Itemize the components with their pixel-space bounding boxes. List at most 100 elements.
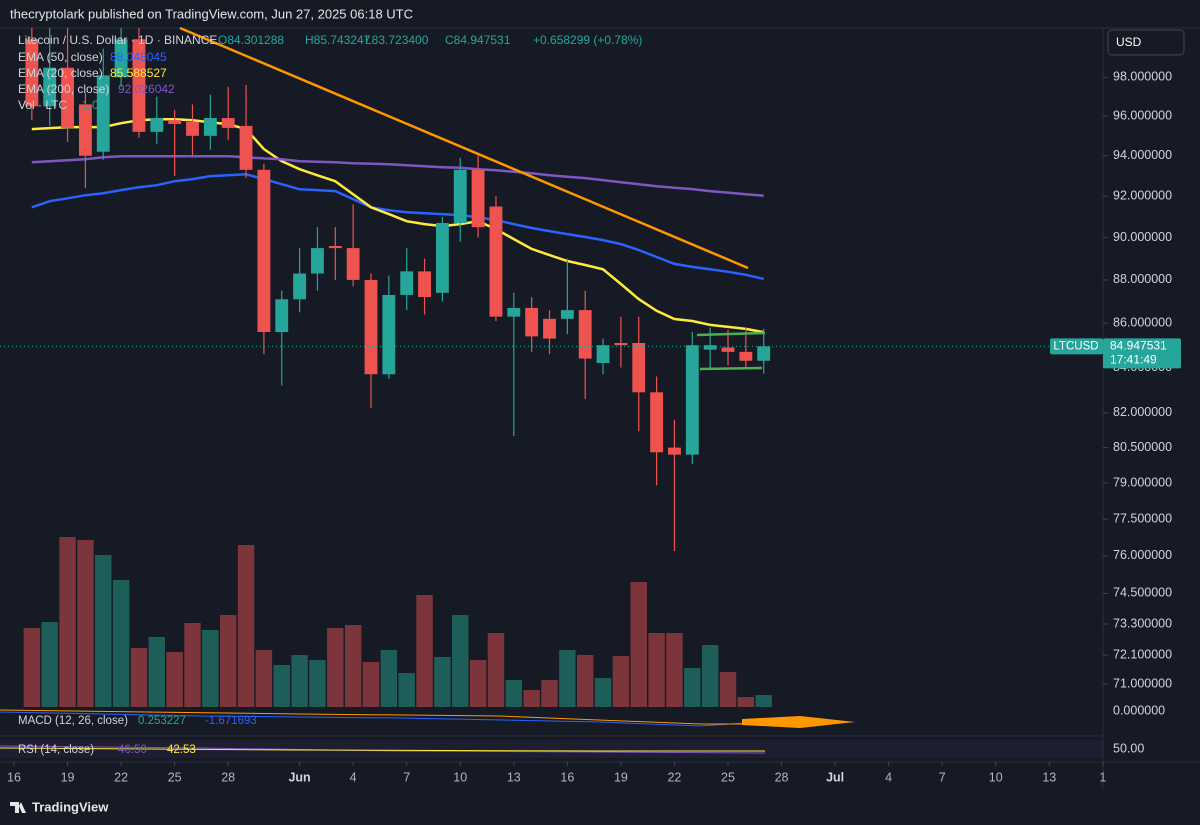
candle-body <box>543 318 556 339</box>
y-tick-label: 74.500000 <box>1113 586 1172 600</box>
candle-body <box>596 345 610 364</box>
volume-bar <box>130 648 148 707</box>
volume-bar <box>327 628 344 707</box>
y-tick-label: 79.000000 <box>1113 475 1172 489</box>
volume-bar <box>95 555 112 707</box>
y-tick-label: 76.000000 <box>1113 548 1172 562</box>
rsi-value: 46.50 <box>118 744 147 756</box>
candle-body <box>43 67 57 107</box>
macd-name: MACD (12, 26, close) <box>18 715 128 727</box>
close: C84.947531 <box>445 33 511 47</box>
currency-button[interactable] <box>1107 29 1185 56</box>
trendline <box>179 26 749 270</box>
volume-bar <box>237 545 255 707</box>
candle-body <box>453 169 467 224</box>
volume-name: Vol · LTC <box>18 98 67 112</box>
volume-bar <box>541 680 558 707</box>
volume-bar <box>755 695 772 707</box>
candle-body <box>311 248 324 274</box>
volume-bar <box>612 656 630 707</box>
candle-body <box>257 169 271 332</box>
candle-body <box>364 279 378 375</box>
volume-bar <box>273 665 290 707</box>
volume-bar <box>112 580 130 707</box>
currency[interactable]: USD <box>1116 35 1142 49</box>
x-tick-label: 16 <box>7 770 21 784</box>
volume-bar <box>684 668 701 707</box>
volume-bar <box>41 622 58 707</box>
candle-body <box>61 67 74 128</box>
x-tick-label: 10 <box>453 770 467 784</box>
ema-line <box>31 173 764 281</box>
y-tick-label: 77.500000 <box>1113 511 1172 525</box>
macd-axis-label: 0.000000 <box>1113 703 1165 717</box>
candle-body <box>114 39 128 78</box>
macd-value: 0.253227 <box>138 715 186 727</box>
volume-bar <box>344 625 362 707</box>
y-tick-label: 71.000000 <box>1113 676 1172 690</box>
candle-body <box>168 120 182 124</box>
ema-value: 85.588527 <box>110 66 167 80</box>
x-tick-label: 7 <box>403 770 410 784</box>
y-tick-label: 73.300000 <box>1113 616 1172 630</box>
volume-bar <box>255 650 273 707</box>
volume-bar <box>487 633 505 707</box>
x-tick-label: 25 <box>721 770 735 784</box>
rsi-ma-line <box>0 747 765 752</box>
publisher: thecryptolark published on TradingView.c… <box>10 6 413 21</box>
high: H85.743247 <box>305 33 371 47</box>
change: +0.658299 (+0.78%) <box>533 33 642 47</box>
candle-body <box>525 307 539 337</box>
volume-bar <box>77 540 94 707</box>
symbol: Litecoin / U.S. Dollar · 1D · BINANCE <box>18 33 217 47</box>
volume-bar <box>666 633 683 707</box>
volume-bar <box>398 673 415 707</box>
candle-body <box>186 122 199 136</box>
x-tick-label: 4 <box>350 770 357 784</box>
volume-bar <box>309 660 326 707</box>
brand-logo <box>10 802 26 813</box>
volume-bar <box>291 655 308 707</box>
x-tick-label: Jul <box>826 770 844 784</box>
candle-body <box>489 206 503 317</box>
plot-area <box>23 28 772 707</box>
y-tick-label: 80.500000 <box>1113 440 1172 454</box>
low: L83.723400 <box>365 33 429 47</box>
candle-body <box>560 310 574 319</box>
volume-bar <box>416 595 433 707</box>
volume-bar <box>380 650 398 707</box>
x-tick-label: Jun <box>288 770 310 784</box>
x-tick-label: 7 <box>939 770 946 784</box>
volume-bar <box>434 657 451 707</box>
y-tick-label: 98.000000 <box>1113 70 1172 84</box>
y-tick-label: 90.000000 <box>1113 230 1172 244</box>
volume-bar <box>469 660 487 707</box>
x-tick-label: 28 <box>775 770 789 784</box>
volume-bar <box>737 697 755 707</box>
range-bottom <box>699 366 763 371</box>
candle-body <box>739 351 753 361</box>
arrow <box>742 716 855 728</box>
candle-body <box>650 392 664 453</box>
volume-bar <box>630 582 647 707</box>
x-tick-label: 13 <box>1042 770 1056 784</box>
y-tick-label: 82.000000 <box>1113 405 1172 419</box>
candle-body <box>507 307 521 317</box>
volume-bar <box>594 678 612 707</box>
signal-value: -1.671693 <box>205 715 257 727</box>
rsi-name: RSI (14, close) <box>18 744 94 756</box>
candle-body <box>632 343 646 393</box>
candle-body <box>96 75 110 152</box>
candle-body <box>721 347 735 352</box>
volume-bar <box>362 662 380 707</box>
candle-body <box>25 39 39 107</box>
x-tick-label: 1 <box>1099 770 1106 784</box>
macd-line <box>0 711 761 727</box>
candle-body <box>239 125 253 170</box>
candle-body <box>757 346 771 361</box>
ema-name: EMA (50, close) <box>18 50 103 64</box>
volume-bar <box>559 650 576 707</box>
candle-body <box>400 271 414 295</box>
candle-body <box>703 345 717 350</box>
